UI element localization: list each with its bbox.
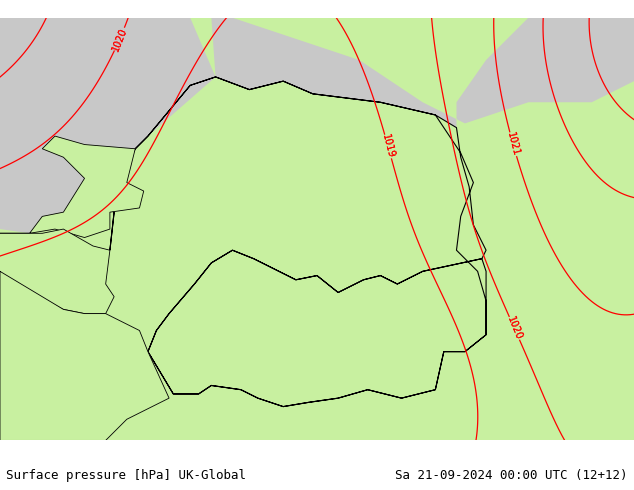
Polygon shape — [211, 18, 634, 127]
Text: 1020: 1020 — [505, 315, 524, 342]
Text: 1021: 1021 — [505, 131, 521, 157]
Text: 1019: 1019 — [380, 133, 396, 160]
Polygon shape — [0, 229, 114, 314]
Text: 1020: 1020 — [505, 315, 524, 342]
Polygon shape — [0, 136, 144, 238]
Polygon shape — [0, 259, 169, 441]
Polygon shape — [0, 18, 634, 441]
Polygon shape — [0, 18, 216, 233]
Text: Surface pressure [hPa] UK-Global: Surface pressure [hPa] UK-Global — [6, 469, 247, 482]
Text: 1020: 1020 — [110, 26, 129, 52]
Text: Sa 21-09-2024 00:00 UTC (12+12): Sa 21-09-2024 00:00 UTC (12+12) — [395, 469, 628, 482]
Text: 1021: 1021 — [505, 131, 521, 157]
Text: 1020: 1020 — [110, 26, 129, 52]
Text: 1019: 1019 — [380, 133, 396, 160]
Polygon shape — [106, 77, 486, 407]
